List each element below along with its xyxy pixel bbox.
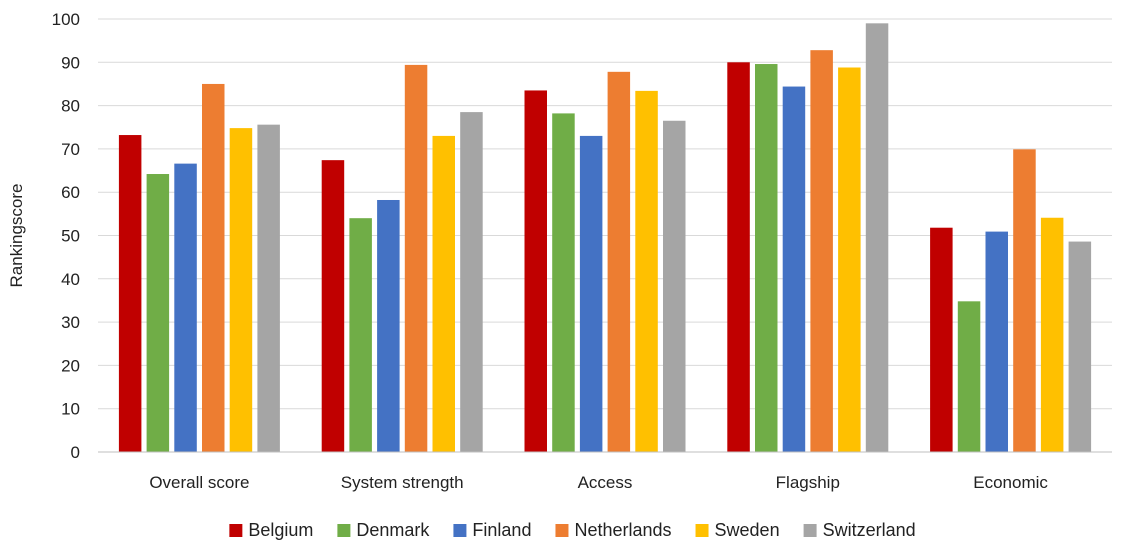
bar-sweden-3: [838, 67, 861, 452]
bar-denmark-3: [755, 64, 778, 453]
legend-swatch-belgium: [229, 524, 243, 537]
legend-label: Sweden: [715, 520, 780, 540]
bar-finland-3: [782, 86, 806, 452]
bar-sweden-4: [1040, 217, 1064, 452]
y-tick-label: 90: [61, 53, 80, 72]
bars: [118, 23, 1092, 453]
bar-switzerland-4: [1068, 241, 1092, 452]
legend-swatch-sweden: [695, 524, 709, 537]
bar-finland-4: [985, 231, 1008, 452]
bar-switzerland-0: [257, 124, 280, 452]
y-tick-label: 20: [61, 356, 80, 375]
bar-belgium-1: [321, 160, 345, 452]
legend-label: Finland: [472, 520, 531, 540]
bar-belgium-3: [727, 62, 750, 453]
y-tick-label: 0: [71, 443, 80, 462]
bar-netherlands-0: [202, 83, 225, 452]
y-tick-label: 50: [61, 227, 80, 246]
legend: Belgium Denmark Finland Netherlands Sweden Sw…: [229, 520, 916, 540]
x-tick-label: Economic: [973, 473, 1048, 492]
bar-denmark-0: [146, 174, 170, 452]
y-tick-label: 10: [61, 400, 80, 419]
y-tick-label: 40: [61, 270, 80, 289]
y-tick-label: 70: [61, 140, 80, 159]
x-tick-label: System strength: [341, 473, 464, 492]
bar-netherlands-2: [607, 71, 631, 453]
bar-finland-0: [174, 163, 197, 452]
bar-switzerland-2: [663, 120, 686, 452]
bar-sweden-0: [229, 128, 253, 452]
bar-switzerland-3: [865, 23, 889, 453]
bar-belgium-2: [524, 90, 547, 452]
legend-label: Netherlands: [574, 520, 671, 540]
x-tick-label: Flagship: [776, 473, 840, 492]
bar-finland-2: [579, 135, 603, 452]
bar-netherlands-1: [404, 64, 428, 452]
bar-denmark-2: [552, 113, 575, 453]
y-tick-label: 60: [61, 183, 80, 202]
y-axis-label: Rankingscore: [7, 184, 26, 288]
bar-denmark-1: [349, 218, 372, 452]
legend-label: Switzerland: [823, 520, 916, 540]
legend-swatch-finland: [453, 524, 467, 537]
legend-label: Belgium: [248, 520, 313, 540]
y-tick-label: 100: [52, 10, 80, 29]
bar-sweden-1: [432, 135, 455, 452]
bar-sweden-2: [635, 90, 658, 453]
legend-swatch-netherlands: [555, 524, 569, 537]
legend-swatch-denmark: [337, 524, 351, 537]
bar-belgium-0: [118, 135, 142, 452]
bar-netherlands-3: [810, 50, 833, 453]
x-tick-label: Access: [578, 473, 633, 492]
bar-switzerland-1: [460, 112, 483, 452]
bar-netherlands-4: [1013, 149, 1036, 452]
y-tick-label: 30: [61, 313, 80, 332]
x-tick-label: Overall score: [149, 473, 249, 492]
axes: 0 10 20 30 40 50 60 70 80 90 100 Overall score Syste…: [52, 10, 1112, 492]
bar-finland-1: [377, 199, 400, 452]
y-tick-label: 80: [61, 97, 80, 116]
bar-denmark-4: [957, 301, 981, 452]
legend-swatch-switzerland: [803, 524, 817, 537]
bar-belgium-4: [930, 227, 953, 452]
legend-label: Denmark: [356, 520, 430, 540]
